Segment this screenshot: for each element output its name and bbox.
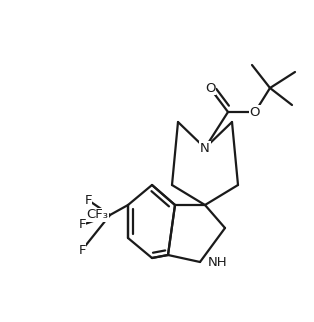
Text: NH: NH [208, 255, 228, 269]
Text: N: N [200, 141, 210, 155]
Text: O: O [205, 81, 215, 94]
Text: F: F [78, 243, 86, 257]
Text: CF₃: CF₃ [86, 209, 108, 222]
Text: F: F [84, 194, 92, 206]
Text: F: F [78, 219, 86, 232]
Text: O: O [250, 106, 260, 118]
